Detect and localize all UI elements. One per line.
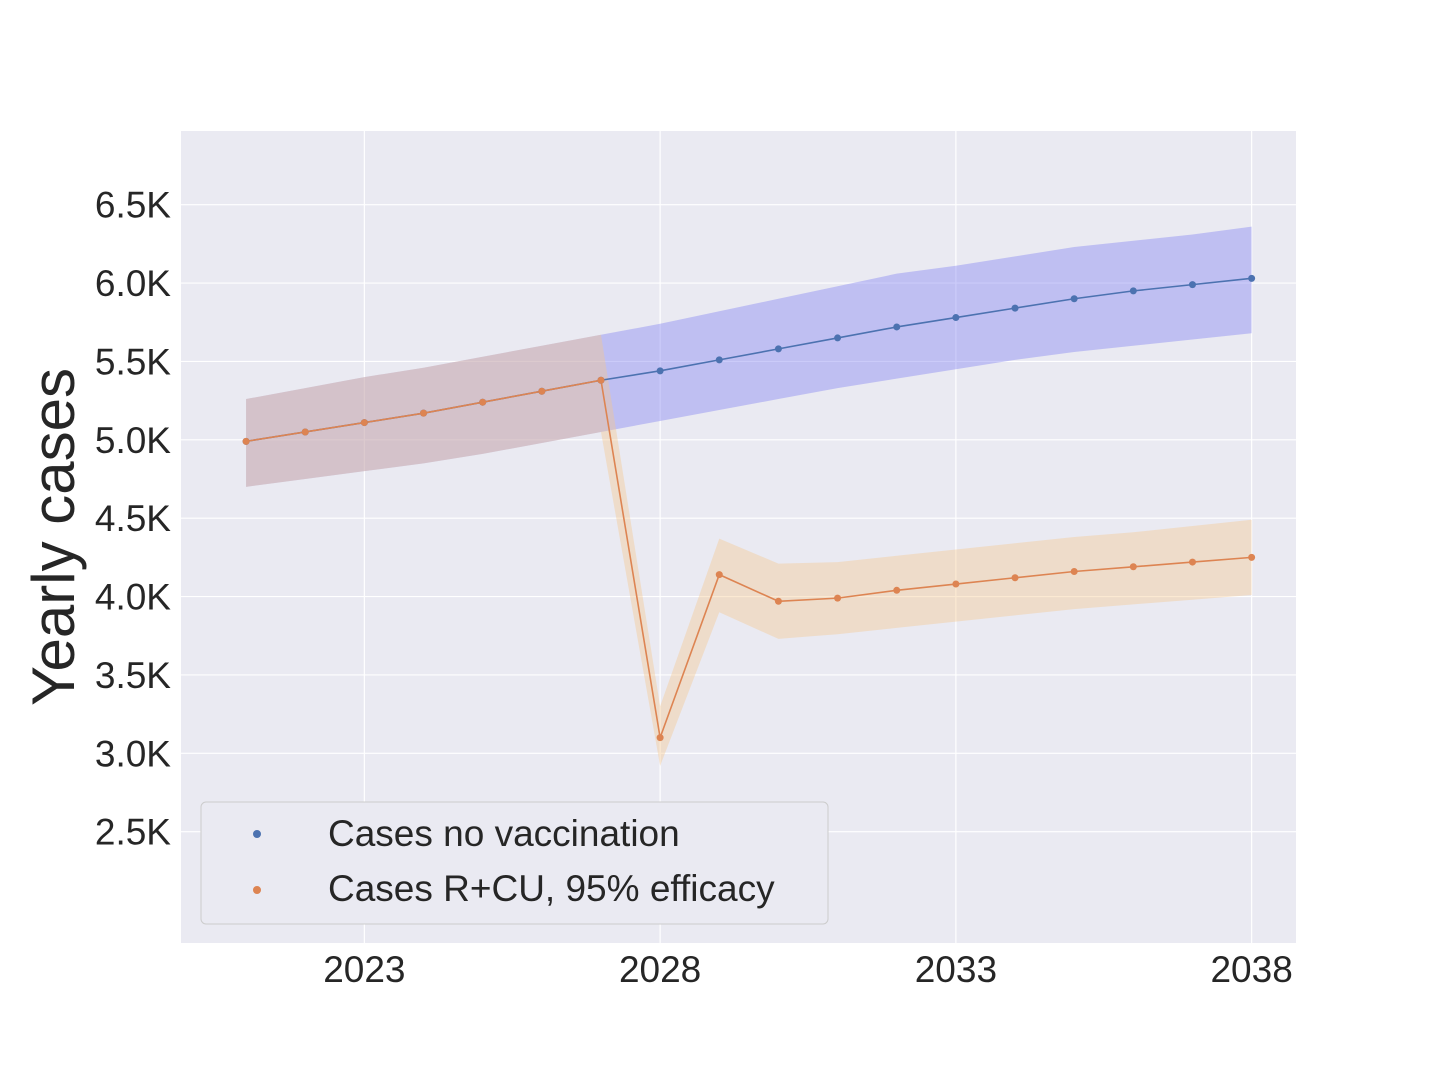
data-point xyxy=(360,419,368,427)
legend: Cases no vaccination Cases R+CU, 95% eff… xyxy=(200,801,829,925)
y-tick-label: 6.5K xyxy=(95,185,171,226)
data-point xyxy=(1188,281,1196,289)
y-axis-title: Yearly cases xyxy=(20,368,87,706)
data-point xyxy=(420,409,428,417)
data-point xyxy=(597,376,605,384)
legend-marker-rcu-95-efficacy xyxy=(253,886,261,894)
confidence-bands xyxy=(246,226,1252,766)
x-tick-label: 2038 xyxy=(1210,949,1292,990)
y-tick-label: 5.0K xyxy=(95,420,171,461)
data-point xyxy=(834,594,842,602)
data-point xyxy=(1011,574,1019,582)
data-point xyxy=(656,367,664,375)
confidence-band-0 xyxy=(246,226,1252,487)
data-point xyxy=(1070,295,1078,303)
data-point xyxy=(301,428,309,436)
data-point xyxy=(1011,304,1019,312)
data-point xyxy=(774,345,782,353)
x-tick-label: 2023 xyxy=(323,949,405,990)
legend-marker-no-vaccination xyxy=(253,830,261,838)
data-point xyxy=(1248,274,1256,282)
data-point xyxy=(774,597,782,605)
series-lines xyxy=(245,277,1252,741)
data-point xyxy=(893,586,901,594)
x-tick-label: 2033 xyxy=(915,949,997,990)
y-tick-label: 5.5K xyxy=(95,341,171,382)
data-point xyxy=(1129,287,1137,295)
data-point xyxy=(1070,567,1078,575)
legend-label-rcu-95-efficacy: Cases R+CU, 95% efficacy xyxy=(328,868,775,909)
y-tick-label: 2.5K xyxy=(95,812,171,853)
legend-box xyxy=(200,801,829,925)
data-point xyxy=(1188,558,1196,566)
confidence-band-1 xyxy=(246,334,1252,766)
y-tick-label: 4.0K xyxy=(95,577,171,618)
y-tick-labels: 2.5K 3.0K 3.5K 4.0K 4.5K 5.0K 5.5K 6.0K 6.5K xyxy=(95,185,171,853)
y-tick-label: 4.5K xyxy=(95,498,171,539)
series-points xyxy=(242,274,1256,742)
data-point xyxy=(538,387,546,395)
x-tick-label: 2028 xyxy=(619,949,701,990)
x-tick-labels: 2023 2028 2033 2038 xyxy=(323,949,1293,990)
y-tick-label: 6.0K xyxy=(95,263,171,304)
y-tick-label: 3.0K xyxy=(95,733,171,774)
data-point xyxy=(656,734,664,742)
data-point xyxy=(1248,553,1256,561)
series-line-1 xyxy=(245,379,1252,741)
data-point xyxy=(479,398,487,406)
y-tick-label: 3.5K xyxy=(95,655,171,696)
data-point xyxy=(952,580,960,588)
data-point xyxy=(715,356,723,364)
data-point xyxy=(1129,563,1137,571)
legend-label-no-vaccination: Cases no vaccination xyxy=(328,813,680,854)
data-point xyxy=(893,323,901,331)
data-point xyxy=(242,437,250,445)
data-point xyxy=(952,314,960,322)
data-point xyxy=(715,571,723,579)
data-point xyxy=(834,334,842,342)
